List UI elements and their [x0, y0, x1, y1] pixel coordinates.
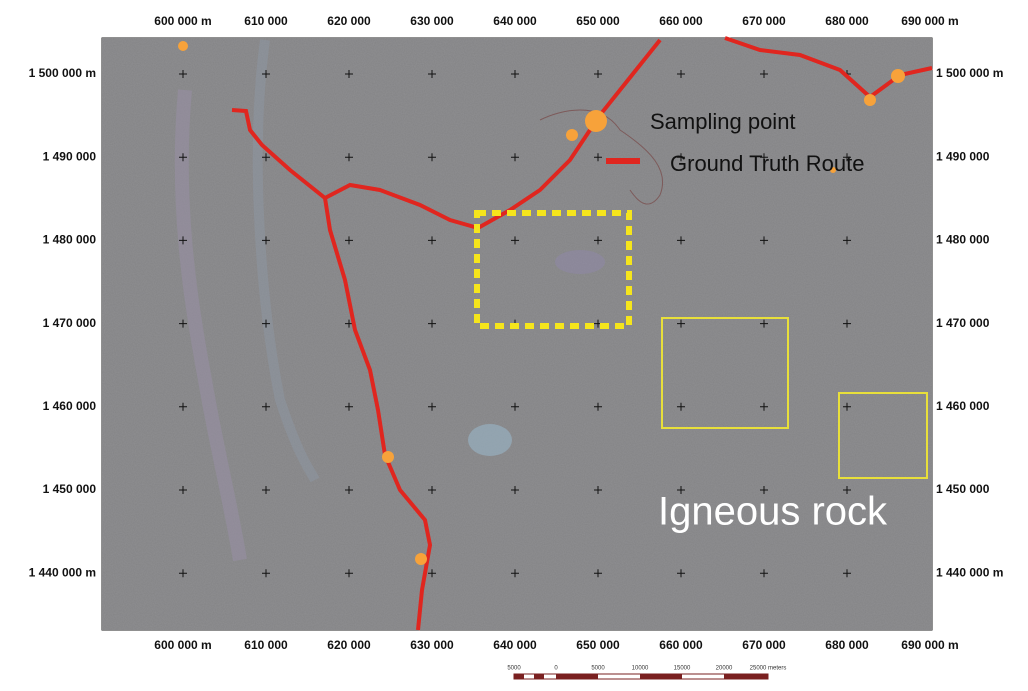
y-coord-label: 1 470 000	[43, 316, 97, 330]
legend-symbol-point	[585, 110, 607, 132]
legend-symbol-route	[606, 158, 640, 164]
y-coord-label: 1 500 000 m	[936, 66, 1003, 80]
y-coord-label: 1 480 000	[43, 233, 97, 247]
scale-bar-segment	[556, 674, 598, 679]
y-coord-label: 1 440 000 m	[936, 565, 1003, 579]
scale-label: 5000	[507, 666, 521, 672]
scale-label: 25000 meters	[750, 666, 787, 672]
x-coord-label: 640 000	[493, 638, 537, 652]
x-coord-label: 630 000	[410, 14, 454, 28]
x-coord-label: 610 000	[244, 14, 288, 28]
scale-label: 20000	[716, 666, 733, 672]
x-coord-label: 640 000	[493, 14, 537, 28]
sampling-point	[566, 129, 578, 141]
y-coord-label: 1 490 000	[43, 149, 97, 163]
x-coord-label: 680 000	[825, 638, 869, 652]
x-coord-label: 650 000	[576, 14, 620, 28]
x-coord-label: 690 000 m	[901, 638, 958, 652]
x-coord-label: 630 000	[410, 638, 454, 652]
sampling-point	[864, 94, 876, 106]
y-coord-label: 1 450 000	[936, 482, 990, 496]
terrain-feature	[468, 424, 512, 456]
x-coord-label: 600 000 m	[154, 14, 211, 28]
y-coord-label: 1 470 000	[936, 316, 990, 330]
scale-bar-segment	[514, 674, 524, 679]
x-coord-label: 660 000	[659, 14, 703, 28]
annotation: Igneous rock	[658, 490, 888, 534]
sampling-point	[415, 553, 427, 565]
terrain-feature	[555, 250, 605, 274]
legend-label: Sampling point	[650, 109, 796, 134]
y-coord-label: 1 460 000	[43, 399, 97, 413]
x-coord-label: 680 000	[825, 14, 869, 28]
x-coord-label: 620 000	[327, 14, 371, 28]
x-coord-label: 670 000	[742, 14, 786, 28]
legend-label: Ground Truth Route	[670, 151, 864, 176]
scale-bar-segment	[724, 674, 768, 679]
y-coord-label: 1 440 000 m	[29, 565, 96, 579]
x-coord-label: 610 000	[244, 638, 288, 652]
x-coord-label: 670 000	[742, 638, 786, 652]
scale-label: 15000	[674, 666, 691, 672]
y-coord-label: 1 500 000 m	[29, 66, 96, 80]
scale-label: 0	[554, 666, 558, 672]
y-coord-label: 1 450 000	[43, 482, 97, 496]
sampling-point	[891, 69, 905, 83]
x-coord-label: 620 000	[327, 638, 371, 652]
x-coord-label: 650 000	[576, 638, 620, 652]
scale-bar-segment	[534, 674, 544, 679]
scale-bar-segment	[640, 674, 682, 679]
scale-label: 5000	[591, 666, 605, 672]
y-coord-label: 1 460 000	[936, 399, 990, 413]
scale-bar: 5000 0 5000 10000 15000 20000 25000 meters	[507, 666, 786, 679]
x-coord-label: 660 000	[659, 638, 703, 652]
sampling-point	[382, 451, 394, 463]
x-coord-label: 690 000 m	[901, 14, 958, 28]
x-coord-label: 600 000 m	[154, 638, 211, 652]
y-coord-label: 1 480 000	[936, 233, 990, 247]
map: Sampling point Ground Truth Route Igneou…	[0, 0, 1028, 691]
sampling-point	[178, 41, 188, 51]
page: Sampling point Ground Truth Route Igneou…	[0, 0, 1028, 691]
scale-label: 10000	[632, 666, 649, 672]
y-coord-label: 1 490 000	[936, 149, 990, 163]
map-texture	[102, 38, 932, 630]
